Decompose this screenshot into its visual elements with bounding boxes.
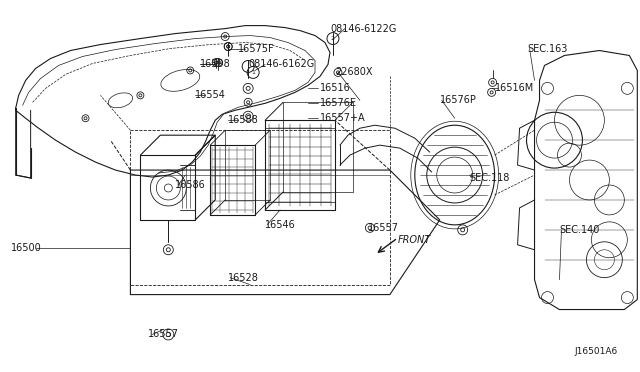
Text: 08146-6122G: 08146-6122G [330,23,396,33]
Text: 16554: 16554 [195,90,226,100]
Text: 1: 1 [252,70,255,75]
Text: 16516: 16516 [320,83,351,93]
Text: SEC.140: SEC.140 [559,225,600,235]
Text: 16528: 16528 [228,273,259,283]
Text: 16557: 16557 [368,223,399,233]
Text: 16588: 16588 [228,115,259,125]
Text: 16500: 16500 [11,243,42,253]
Text: 16598: 16598 [200,60,231,70]
Text: 22680X: 22680X [335,67,372,77]
Text: SEC.163: SEC.163 [527,44,568,54]
Text: 16575F: 16575F [238,44,275,54]
Text: J16501A6: J16501A6 [575,347,618,356]
Text: 16557: 16557 [148,330,179,339]
Text: 16586: 16586 [175,180,206,190]
Text: 16576E: 16576E [320,98,357,108]
Text: 08146-6162G: 08146-6162G [248,60,314,70]
Text: SEC.118: SEC.118 [470,173,510,183]
Text: 16516M: 16516M [495,83,534,93]
Text: 16576P: 16576P [440,95,477,105]
Text: 2: 2 [331,36,335,41]
Bar [131,130,390,285]
Text: 16557+A: 16557+A [320,113,365,123]
Text: FRONT: FRONT [398,235,431,245]
Text: 16546: 16546 [265,220,296,230]
